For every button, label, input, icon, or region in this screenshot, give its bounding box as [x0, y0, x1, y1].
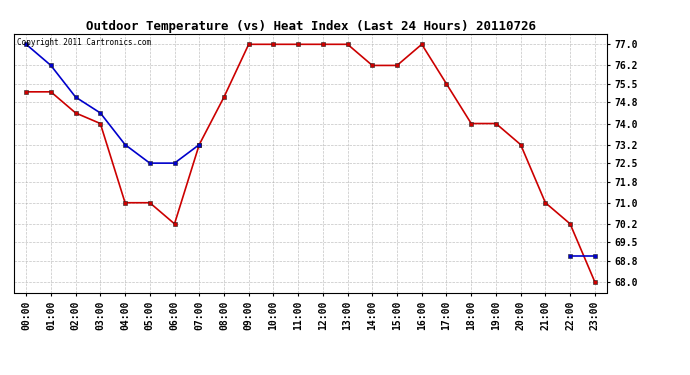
- Text: Copyright 2011 Cartronics.com: Copyright 2011 Cartronics.com: [17, 38, 151, 46]
- Title: Outdoor Temperature (vs) Heat Index (Last 24 Hours) 20110726: Outdoor Temperature (vs) Heat Index (Las…: [86, 20, 535, 33]
